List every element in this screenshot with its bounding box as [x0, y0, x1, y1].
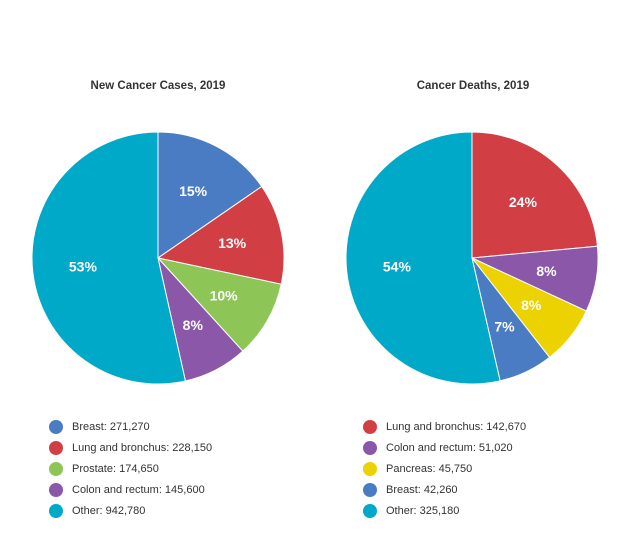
pie-slice-other: [31, 131, 187, 385]
legend-item-breast: Breast: 271,270: [49, 416, 212, 437]
slice-percent-label: 8%: [536, 263, 557, 279]
slice-percent-label: 53%: [69, 258, 98, 274]
legend-swatch: [49, 419, 63, 434]
slice-percent-label: 54%: [383, 259, 412, 275]
chart-title: New Cancer Cases, 2019: [90, 80, 226, 92]
slice-percent-label: 24%: [509, 194, 538, 210]
pie-slice-other: [345, 131, 501, 385]
legend-swatch: [363, 440, 377, 455]
legend-swatch: [363, 461, 377, 476]
slice-percent-label: 8%: [183, 317, 204, 333]
slice-percent-label: 8%: [521, 297, 542, 313]
legend-swatch: [49, 482, 63, 497]
pie-slice-breast: [157, 131, 263, 259]
pie-slice-lung-and-bronchus: [156, 185, 285, 285]
legend-swatch: [363, 419, 377, 434]
legend-item-breast: Breast: 42,260: [363, 479, 526, 500]
slice-percent-label: 7%: [494, 318, 515, 334]
legend-label: Breast: 42,260: [386, 483, 458, 496]
legend-item-lung-and-bronchus: Lung and bronchus: 142,670: [363, 416, 526, 437]
slice-percent-label: 13%: [218, 235, 247, 251]
legend-label: Other: 942,780: [72, 504, 146, 517]
slice-percent-label: 10%: [210, 288, 239, 304]
legend-item-colon-and-rectum: Colon and rectum: 51,020: [363, 437, 526, 458]
legend-label: Prostate: 174,650: [72, 462, 159, 475]
legend-label: Lung and bronchus: 228,150: [72, 441, 213, 454]
legend-label: Colon and rectum: 145,600: [72, 483, 205, 496]
legend-item-other: Other: 942,780: [49, 500, 212, 521]
legend-label: Other: 325,180: [386, 504, 460, 517]
cancer-deaths-pie: 24% 8% 8% 7% 54%: [345, 131, 599, 385]
legend-label: Pancreas: 45,750: [386, 462, 473, 475]
legend-item-other: Other: 325,180: [363, 500, 526, 521]
new-cases-pie: 15% 13% 10% 8% 53%: [31, 131, 285, 385]
legend-item-pancreas: Pancreas: 45,750: [363, 458, 526, 479]
legend-item-prostate: Prostate: 174,650: [49, 458, 212, 479]
pie-slice-prostate: [156, 257, 282, 352]
pie-slice-lung-and-bronchus: [471, 131, 598, 259]
new-cases-chart: New Cancer Cases, 2019 15% 13% 10% 8% 53% Br…: [31, 80, 285, 521]
legend-item-lung-and-bronchus: Lung and bronchus: 228,150: [49, 437, 212, 458]
slice-percent-label: 15%: [179, 183, 208, 199]
legend-swatch: [49, 503, 63, 518]
legend: Lung and bronchus: 142,670 Colon and rect…: [363, 416, 526, 521]
legend-swatch: [49, 440, 63, 455]
cancer-deaths-chart: Cancer Deaths, 2019 24% 8% 8% 7% 54% Lung an…: [315, 0, 631, 534]
legend-swatch: [363, 503, 377, 518]
legend-swatch: [49, 461, 63, 476]
legend-label: Colon and rectum: 51,020: [386, 441, 513, 454]
legend-label: Breast: 271,270: [72, 420, 150, 433]
chart-title: Cancer Deaths, 2019: [416, 80, 530, 92]
legend-item-colon-and-rectum: Colon and rectum: 145,600: [49, 479, 212, 500]
legend: Breast: 271,270 Lung and bronchus: 228,15…: [49, 416, 212, 521]
legend-swatch: [363, 482, 377, 497]
legend-label: Lung and bronchus: 142,670: [386, 420, 527, 433]
